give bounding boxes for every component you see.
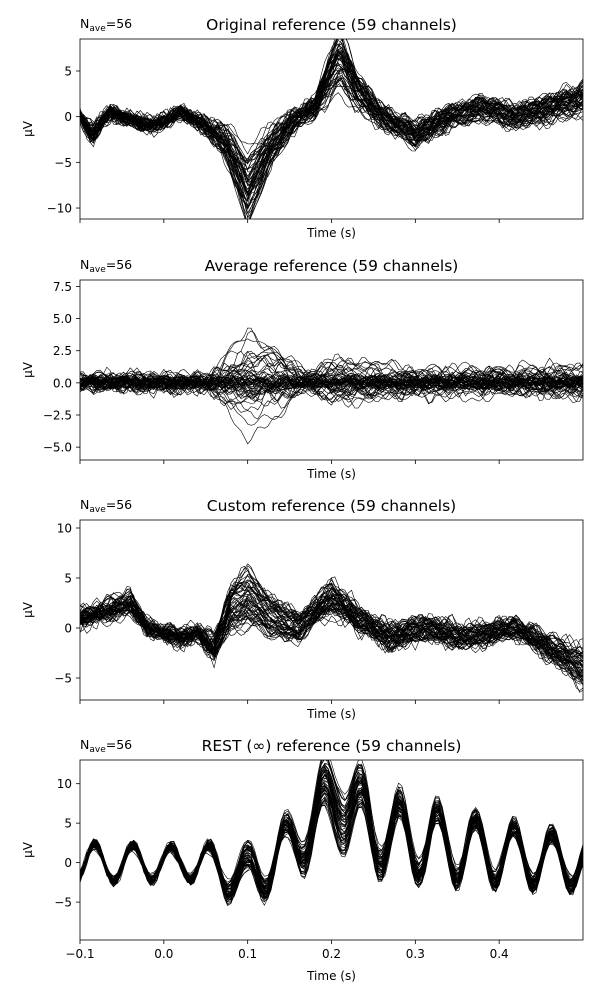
channel-trace-59 <box>80 359 583 390</box>
panel-2: 7.5 5.0 2.5 0.0 −2.5 −5.0 µV Time (s) Average re… <box>21 257 584 481</box>
channel-trace-17 <box>80 608 583 669</box>
channel-trace-41 <box>80 373 583 392</box>
channel-trace-54 <box>80 372 583 390</box>
channel-trace-50 <box>80 350 583 391</box>
y-axis-label: µV <box>21 120 35 137</box>
channel-trace-45 <box>80 592 583 691</box>
nave-label: Nave=56 <box>80 497 132 515</box>
y-tick-label: 5.0 <box>53 312 72 326</box>
channel-trace-54 <box>80 602 583 672</box>
y-tick-label: 0.0 <box>53 376 72 390</box>
channel-trace-18 <box>80 54 583 195</box>
channel-trace-56 <box>80 78 583 161</box>
channel-trace-58 <box>80 44 583 219</box>
x-tick-label: 0.1 <box>238 947 257 961</box>
channel-trace-57 <box>80 777 583 899</box>
panel-title: Original reference (59 channels) <box>206 16 457 34</box>
y-tick-label: 0 <box>64 622 72 636</box>
trace-group <box>80 760 583 907</box>
channel-trace-59 <box>80 599 583 667</box>
y-axis-label: µV <box>21 601 35 618</box>
channel-trace-58 <box>80 563 583 679</box>
x-tick-label: 0.3 <box>406 947 425 961</box>
channel-trace-36 <box>80 353 583 389</box>
panel-title: Custom reference (59 channels) <box>207 497 456 515</box>
x-tick-label: 0.4 <box>490 947 509 961</box>
y-tick-label: −10 <box>47 202 72 216</box>
channel-trace-52 <box>80 69 583 211</box>
y-tick-label: 7.5 <box>53 280 72 294</box>
channel-trace-59 <box>80 51 583 195</box>
y-tick-label: −2.5 <box>43 409 72 423</box>
channel-trace-56 <box>80 590 583 685</box>
y-tick-label: −5.0 <box>43 441 72 455</box>
y-tick-label: 0 <box>64 110 72 124</box>
channel-trace-58 <box>80 800 583 898</box>
trace-group <box>80 39 583 219</box>
channel-trace-52 <box>80 589 583 693</box>
x-axis-label: Time (s) <box>306 467 356 481</box>
panel-title: REST (∞) reference (59 channels) <box>202 737 462 755</box>
channel-trace-59 <box>80 774 583 895</box>
panel-1: 5 0 −5 −10 µV Time (s) Original reference (59 … <box>21 16 584 240</box>
y-tick-label: 10 <box>57 777 72 791</box>
channel-trace-38 <box>80 592 583 679</box>
nave-label: Nave=56 <box>80 16 132 34</box>
x-tick-label: 0.0 <box>154 947 173 961</box>
panel-title: Average reference (59 channels) <box>205 257 459 275</box>
x-axis-label: Time (s) <box>306 707 356 721</box>
y-tick-label: 10 <box>57 522 72 536</box>
y-tick-label: −5 <box>54 896 72 910</box>
y-tick-label: 5 <box>64 64 72 78</box>
y-axis-label: µV <box>21 361 35 378</box>
channel-trace-30 <box>80 350 583 389</box>
channel-trace-52 <box>80 372 583 390</box>
channel-trace-51 <box>80 79 583 191</box>
trace-group <box>80 327 583 445</box>
x-tick-label: 0.2 <box>322 947 341 961</box>
x-axis-label: Time (s) <box>306 226 356 240</box>
channel-trace-57 <box>80 374 583 393</box>
trace-group <box>80 563 583 693</box>
nave-label: Nave=56 <box>80 257 132 275</box>
y-tick-label: 0 <box>64 856 72 870</box>
y-tick-label: −5 <box>54 156 72 170</box>
panel-3: 10 5 0 −5 µV Time (s) Custom reference (59 cha… <box>21 497 584 721</box>
channel-trace-56 <box>80 371 583 394</box>
y-tick-label: 2.5 <box>53 344 72 358</box>
channel-trace-14 <box>80 84 583 183</box>
channel-trace-39 <box>80 580 583 655</box>
channel-trace-3 <box>80 53 583 219</box>
x-tick-label: −0.1 <box>65 947 94 961</box>
y-tick-label: −5 <box>54 672 72 686</box>
channel-trace-53 <box>80 67 583 170</box>
channel-trace-51 <box>80 603 583 660</box>
channel-trace-49 <box>80 600 583 680</box>
y-axis-label: µV <box>21 841 35 858</box>
channel-trace-53 <box>80 374 583 391</box>
channel-trace-53 <box>80 582 583 658</box>
nave-label: Nave=56 <box>80 737 132 755</box>
channel-trace-55 <box>80 365 583 389</box>
y-tick-label: 5 <box>64 817 72 831</box>
channel-trace-58 <box>80 377 583 395</box>
y-tick-label: 5 <box>64 572 72 586</box>
panel-4: −0.1 0.0 0.1 0.2 0.3 0.4 10 5 0 −5 µV Time (s) REST … <box>21 737 584 983</box>
x-axis-label: Time (s) <box>306 969 356 983</box>
